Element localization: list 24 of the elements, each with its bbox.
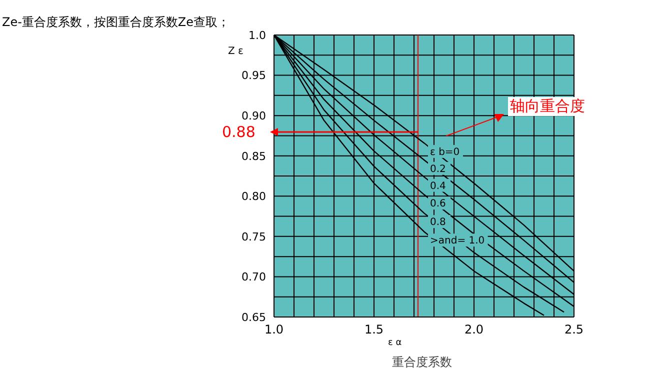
x-tick-label: 1.5 [364, 322, 384, 337]
series-label: >and= 1.0 [430, 236, 485, 247]
y-tick-label: 0.90 [242, 109, 266, 122]
y-tick-label: 0.65 [242, 310, 266, 324]
y-tick-label: 0.80 [242, 190, 266, 204]
series-label: 0.2 [430, 164, 446, 175]
series-label: 0.6 [430, 198, 446, 210]
series-label: 0.8 [430, 217, 446, 228]
series-label: ε b=0 [430, 146, 460, 158]
y-tick-label: 1.0 [248, 28, 266, 42]
y-tick-label: 0.75 [242, 230, 266, 244]
text: 重合度系数 [392, 354, 452, 371]
annotation: 0.88 [222, 122, 256, 141]
x-axis-title: ε α [388, 338, 402, 348]
y-tick-label: 0.85 [242, 150, 266, 163]
text: Ze-重合度系数，按图重合度系数Ze查取； [2, 14, 230, 31]
x-tick-label: 1.0 [264, 322, 284, 337]
series-label: 0.4 [430, 180, 446, 192]
y-axis-title: Z ε [228, 46, 244, 57]
x-tick-label: 2.0 [464, 322, 484, 337]
y-tick-label: 0.70 [242, 270, 266, 284]
x-tick-label: 2.5 [564, 322, 584, 337]
annotation: 轴向重合度 [508, 97, 587, 116]
y-tick-label: 0.95 [242, 69, 266, 82]
